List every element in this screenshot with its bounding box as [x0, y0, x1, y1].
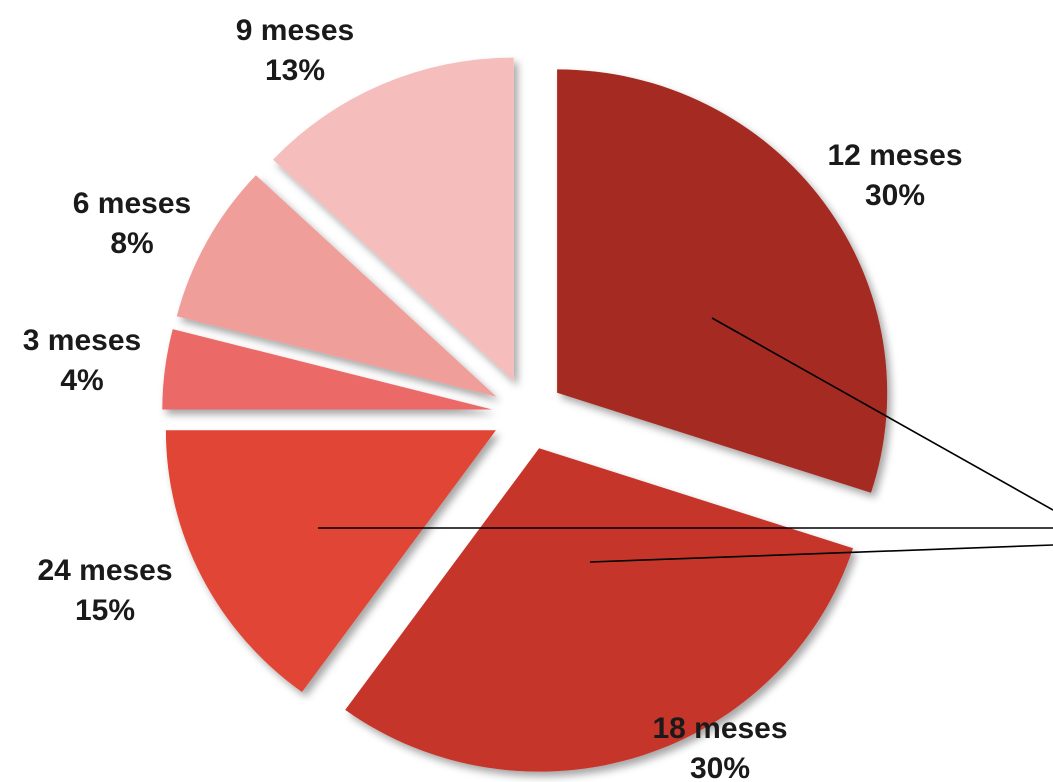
pie-slices	[162, 57, 888, 772]
pie-slice-18-meses	[345, 448, 853, 772]
slice-label-name: 12 meses	[827, 139, 962, 172]
slice-label-name: 9 meses	[236, 14, 354, 47]
leader-line-18-meses	[589, 544, 1053, 563]
slice-label-percent: 13%	[265, 54, 325, 87]
slice-label-percent: 8%	[110, 227, 153, 260]
slice-label-name: 18 meses	[652, 712, 787, 745]
pie-slice-24-meses	[165, 430, 496, 692]
slice-label-percent: 30%	[690, 752, 750, 782]
leader-line-12-meses	[711, 317, 1053, 511]
slice-label-name: 24 meses	[37, 554, 172, 587]
slice-label-name: 6 meses	[73, 187, 191, 220]
pie-slice-3-meses	[162, 329, 493, 410]
leader-lines	[318, 317, 1053, 563]
slice-label-percent: 15%	[75, 594, 135, 627]
slice-label-percent: 30%	[865, 179, 925, 212]
slice-label-percent: 4%	[60, 364, 103, 397]
pie-slice-6-meses	[176, 175, 497, 397]
pie-slice-12-meses	[557, 69, 888, 493]
slice-label-name: 3 meses	[23, 324, 141, 357]
pie-slice-9-meses	[273, 57, 514, 381]
slice-labels: 12 meses 30% 18 meses 30% 24 meses 15% 3 meses…	[23, 14, 963, 782]
